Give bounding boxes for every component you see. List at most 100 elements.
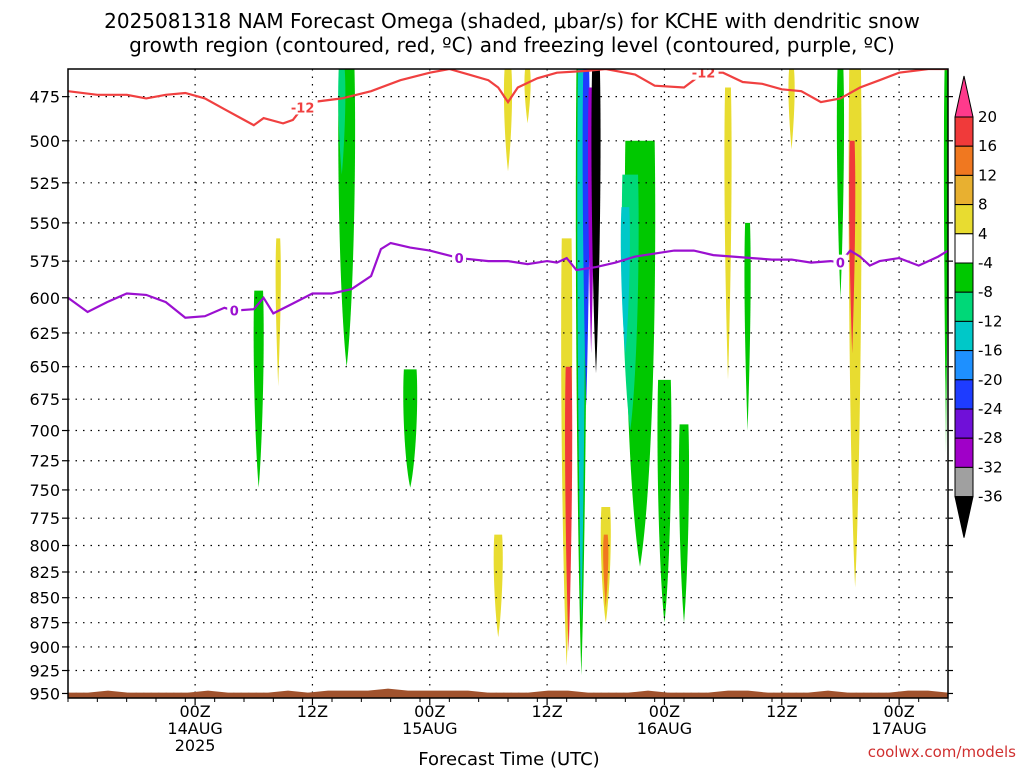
colorbar-swatch-9 xyxy=(954,350,974,381)
colorbar-label-3: 8 xyxy=(978,196,988,214)
y-tick-label-625: 625 xyxy=(29,324,60,343)
contours: -12 -12 0 0 0 xyxy=(68,67,948,320)
y-axis: 475 500 525 550 575 600 625 650 675 700 725 750 775 8… xyxy=(29,88,953,703)
isotherm-minus12-line xyxy=(68,69,948,127)
omega-region-0 xyxy=(253,290,264,488)
y-tick-label-500: 500 xyxy=(29,132,60,151)
omega-region-1 xyxy=(275,238,281,387)
x-tick-label-24-1: 15AUG xyxy=(402,719,457,738)
x-tick-label-0-1: 14AUG xyxy=(167,719,222,738)
omega-region-5 xyxy=(493,534,503,638)
freezing-level-label-bg-1 xyxy=(452,250,467,266)
freezing-level-line xyxy=(68,241,948,319)
terrain-ground xyxy=(68,688,948,698)
omega-region-9 xyxy=(565,366,573,652)
colorbar-label-11: -28 xyxy=(978,429,1003,447)
freezing-level-label-bg-0 xyxy=(227,302,242,318)
x-tick-label-36-0: 12Z xyxy=(531,702,562,721)
credit-text: coolwx.com/models xyxy=(868,743,1016,761)
y-tick-label-675: 675 xyxy=(29,390,60,409)
omega-shading xyxy=(253,69,948,676)
omega-region-7 xyxy=(524,69,531,124)
y-tick-label-750: 750 xyxy=(29,481,60,500)
colorbar-swatch-10 xyxy=(954,379,974,410)
colorbar-top-arrow xyxy=(954,75,974,118)
y-tick-label-900: 900 xyxy=(29,638,60,657)
terrain xyxy=(68,688,948,698)
y-tick-label-550: 550 xyxy=(29,214,60,233)
omega-region-28 xyxy=(943,69,948,455)
x-tick-label-72-0: 00Z xyxy=(883,702,914,721)
omega-region-27 xyxy=(849,140,856,354)
omega-region-25 xyxy=(836,69,845,298)
colorbar-swatch-11 xyxy=(954,408,974,439)
colorbar-label-0: 20 xyxy=(978,108,997,126)
colorbar-swatch-3 xyxy=(954,174,974,206)
omega-region-6 xyxy=(503,69,513,172)
colorbar-label-2: 12 xyxy=(978,166,997,184)
omega-region-19 xyxy=(620,207,630,354)
y-tick-label-475: 475 xyxy=(29,88,60,107)
x-tick-label-0-0: 00Z xyxy=(179,702,210,721)
omega-region-21 xyxy=(678,424,690,623)
colorbar-swatch-8 xyxy=(954,320,974,352)
omega-region-23 xyxy=(744,222,751,431)
omega-region-24 xyxy=(788,69,795,150)
isotherm-minus12-label-bg-1 xyxy=(688,69,719,80)
isotherm-minus12-label-0: -12 xyxy=(291,101,315,116)
x-tick-label-48-0: 00Z xyxy=(649,702,680,721)
omega-region-14 xyxy=(591,69,601,374)
colorbar-label-1: 16 xyxy=(978,137,997,155)
colorbar-swatch-2 xyxy=(954,145,974,176)
omega-region-16 xyxy=(603,534,609,608)
y-tick-label-575: 575 xyxy=(29,252,60,271)
colorbar-label-12: -32 xyxy=(978,458,1003,476)
colorbar-swatch-5 xyxy=(954,233,974,264)
omega-region-22 xyxy=(724,87,732,380)
colorbar-label-8: -16 xyxy=(978,342,1003,360)
y-tick-label-850: 850 xyxy=(29,589,60,608)
y-tick-label-875: 875 xyxy=(29,614,60,633)
x-tick-label-48-1: 16AUG xyxy=(637,719,692,738)
omega-region-4 xyxy=(403,369,418,488)
freezing-level-label-bg-2 xyxy=(833,254,848,270)
colorbar-swatch-13 xyxy=(954,466,974,498)
colorbar-label-4: 4 xyxy=(978,225,988,243)
y-tick-label-925: 925 xyxy=(29,662,60,681)
omega-region-3 xyxy=(338,69,346,175)
x-tick-label-12-0: 12Z xyxy=(297,702,328,721)
isotherm-minus12-label-bg-0 xyxy=(287,99,318,115)
isotherm-minus12-label-1: -12 xyxy=(692,67,716,82)
x-tick-label-72-1: 17AUG xyxy=(871,719,926,738)
y-tick-label-775: 775 xyxy=(29,509,60,528)
colorbar-swatch-7 xyxy=(954,291,974,322)
y-tick-label-600: 600 xyxy=(29,289,60,308)
freezing-level-label-1: 0 xyxy=(455,252,464,267)
colorbar-label-7: -12 xyxy=(978,312,1003,330)
colorbar-label-10: -24 xyxy=(978,400,1003,418)
y-tick-label-700: 700 xyxy=(29,422,60,441)
x-tick-label-24-0: 00Z xyxy=(414,702,445,721)
y-tick-label-800: 800 xyxy=(29,537,60,556)
colorbar-swatch-6 xyxy=(954,262,974,293)
x-tick-label-0-2: 2025 xyxy=(175,736,216,755)
colorbar-bottom-arrow xyxy=(954,496,974,538)
colorbar-swatch-4 xyxy=(954,204,974,235)
y-tick-label-950: 950 xyxy=(29,684,60,703)
omega-region-20 xyxy=(657,379,672,623)
colorbar: 20 16 12 8 4 -4 -8 -12 -16 -20 -24 -28 -32 -36 xyxy=(954,75,1003,538)
y-tick-label-825: 825 xyxy=(29,563,60,582)
x-axis-label: Forecast Time (UTC) xyxy=(418,749,599,768)
freezing-level-label-2: 0 xyxy=(836,257,845,272)
chart-title-line-1: 2025081318 NAM Forecast Omega (shaded, μ… xyxy=(104,9,920,33)
colorbar-label-5: -4 xyxy=(978,254,993,272)
colorbar-label-6: -8 xyxy=(978,283,993,301)
y-tick-label-725: 725 xyxy=(29,452,60,471)
y-tick-label-650: 650 xyxy=(29,358,60,377)
colorbar-swatch-1 xyxy=(954,116,974,147)
colorbar-label-9: -20 xyxy=(978,371,1003,389)
y-tick-label-525: 525 xyxy=(29,174,60,193)
freezing-level-label-0: 0 xyxy=(230,305,239,320)
